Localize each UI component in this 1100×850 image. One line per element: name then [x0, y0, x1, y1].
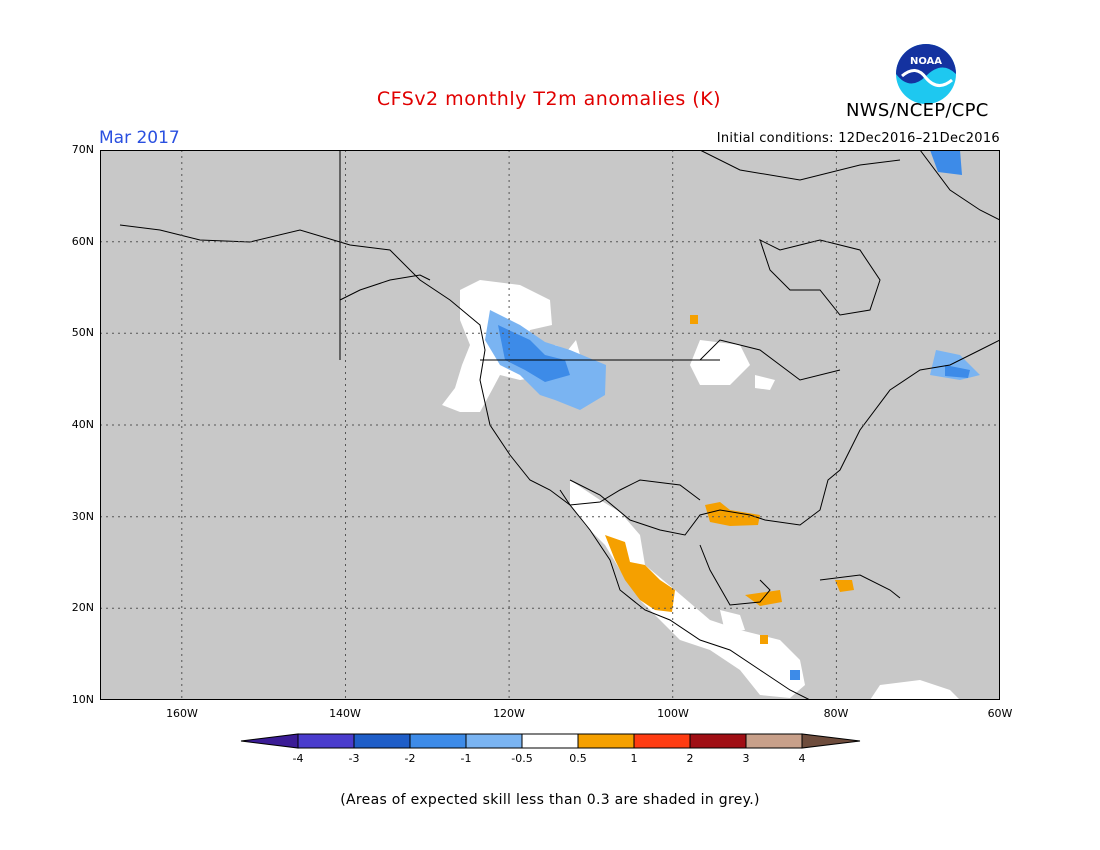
lat-label-60n: 60N: [71, 235, 94, 248]
colorbar-label: -3: [348, 752, 360, 765]
colorbar: [240, 733, 861, 749]
lon-label-160w: 160W: [166, 707, 198, 720]
coastlines: [119, 150, 1000, 700]
colorbar-label: 1: [630, 752, 638, 765]
gridlines: [100, 150, 1000, 700]
anomaly-map: [100, 150, 1000, 700]
colorbar-cell-4: [465, 733, 523, 749]
forecast-month: Mar 2017: [99, 128, 180, 148]
colorbar-cell-3: [409, 733, 467, 749]
lon-label-100w: 100W: [657, 707, 689, 720]
lon-label-60w: 60W: [987, 707, 1013, 720]
skill-note: (Areas of expected skill less than 0.3 a…: [340, 792, 760, 808]
colorbar-label: 3: [742, 752, 750, 765]
lon-label-120w: 120W: [493, 707, 525, 720]
lat-label-20n: 20N: [71, 601, 94, 614]
colorbar-cell-0: [240, 733, 299, 749]
colorbar-cell-10: [801, 733, 861, 749]
lat-label-30n: 30N: [71, 510, 94, 523]
colorbar-cell-7: [633, 733, 691, 749]
colorbar-cell-5: [521, 733, 579, 749]
warm-anomaly-regions: [605, 315, 854, 644]
lat-label-40n: 40N: [71, 418, 94, 431]
agency-label: NWS/NCEP/CPC: [846, 100, 989, 121]
lat-label-10n: 10N: [71, 693, 94, 706]
colorbar-cell-6: [577, 733, 635, 749]
lon-label-80w: 80W: [823, 707, 849, 720]
map-frame: [100, 150, 1000, 700]
colorbar-label: -4: [292, 752, 304, 765]
svg-text:NOAA: NOAA: [910, 56, 942, 67]
lat-label-50n: 50N: [71, 326, 94, 339]
lon-label-140w: 140W: [329, 707, 361, 720]
cool-anomaly-medium: [498, 150, 970, 680]
colorbar-label: -0.5: [511, 752, 533, 765]
lat-label-70n: 70N: [71, 143, 94, 156]
colorbar-cell-8: [689, 733, 747, 749]
colorbar-cell-9: [745, 733, 803, 749]
colorbar-label: -2: [404, 752, 416, 765]
colorbar-cell-2: [353, 733, 411, 749]
colorbar-label: -1: [460, 752, 472, 765]
colorbar-label: 0.5: [569, 752, 587, 765]
colorbar-cell-1: [297, 733, 355, 749]
colorbar-label: 2: [686, 752, 694, 765]
colorbar-label: 4: [798, 752, 806, 765]
initial-conditions: Initial conditions: 12Dec2016–21Dec2016: [716, 131, 1000, 146]
noaa-logo: NOAA: [896, 44, 956, 104]
chart-title: CFSv2 monthly T2m anomalies (K): [376, 88, 722, 110]
